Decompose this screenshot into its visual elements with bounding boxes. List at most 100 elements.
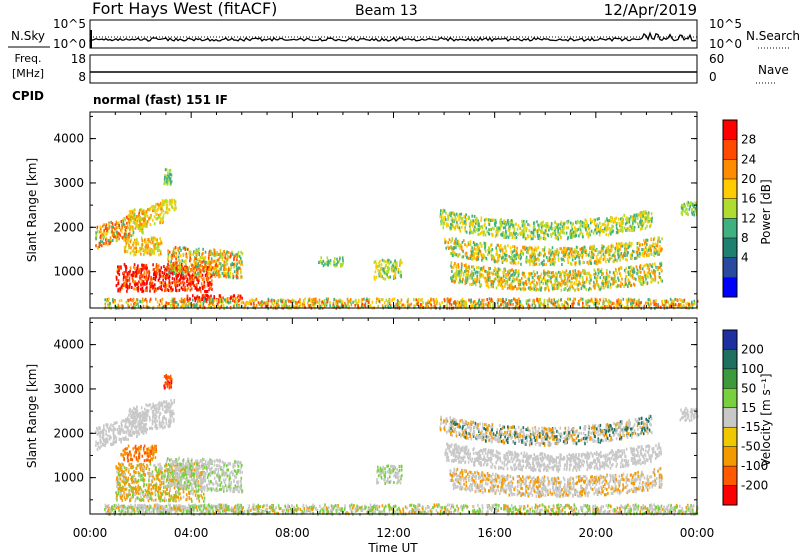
data-cell xyxy=(463,300,465,304)
data-cell xyxy=(581,232,584,236)
data-cell xyxy=(644,274,646,278)
data-cell xyxy=(454,305,457,309)
data-cell xyxy=(640,275,642,279)
data-cell xyxy=(197,266,199,270)
data-cell xyxy=(142,217,145,221)
data-cell xyxy=(208,263,211,267)
data-cell xyxy=(206,284,209,288)
data-cell xyxy=(553,287,555,291)
data-cell xyxy=(543,248,546,252)
data-cell xyxy=(99,230,101,234)
data-cell xyxy=(143,265,145,269)
data-cell xyxy=(461,248,463,252)
data-cell xyxy=(639,267,642,270)
data-cell xyxy=(456,225,459,229)
data-cell xyxy=(561,230,564,234)
data-cell xyxy=(674,303,677,307)
data-cell xyxy=(689,205,691,209)
data-cell xyxy=(175,257,177,261)
data-cell xyxy=(169,286,172,290)
data-cell xyxy=(135,272,138,276)
data-cell xyxy=(451,219,454,223)
data-cell xyxy=(450,211,453,215)
data-cell xyxy=(457,239,460,243)
data-cell xyxy=(605,250,608,254)
data-cell xyxy=(220,265,222,269)
data-cell xyxy=(194,299,197,303)
data-cell xyxy=(602,258,605,261)
data-cell xyxy=(610,255,613,258)
data-cell xyxy=(99,234,102,238)
data-cell xyxy=(647,214,650,218)
data-cell xyxy=(542,237,545,240)
data-cell xyxy=(595,224,597,228)
data-cell xyxy=(591,255,593,259)
data-cell xyxy=(636,216,639,220)
data-cell xyxy=(614,280,616,284)
data-cell xyxy=(173,208,176,212)
data-cell xyxy=(164,180,167,184)
data-cell xyxy=(115,236,117,239)
data-cell xyxy=(293,299,295,303)
data-cell xyxy=(210,297,213,301)
data-cell xyxy=(455,274,458,278)
data-cell xyxy=(386,260,388,264)
data-cell xyxy=(497,267,500,271)
data-cell xyxy=(523,228,525,232)
data-cell xyxy=(503,251,505,255)
data-cell xyxy=(171,276,174,280)
data-cell xyxy=(202,256,205,260)
data-cell xyxy=(335,304,338,308)
data-cell xyxy=(201,278,204,281)
data-cell xyxy=(696,299,699,303)
data-cell xyxy=(621,244,624,248)
scatter-region-14 xyxy=(103,297,699,310)
data-cell xyxy=(552,252,555,256)
data-cell xyxy=(512,255,514,259)
data-cell xyxy=(599,276,602,280)
data-cell xyxy=(639,220,641,224)
data-cell xyxy=(124,232,126,236)
data-cell xyxy=(605,284,607,288)
data-cell xyxy=(230,296,232,300)
data-cell xyxy=(165,277,167,281)
data-cell xyxy=(507,277,509,281)
data-cell xyxy=(560,288,563,292)
data-cell xyxy=(458,271,460,274)
data-cell xyxy=(174,261,176,265)
data-cell xyxy=(463,264,466,267)
data-cell xyxy=(185,262,187,266)
data-cell xyxy=(173,305,176,309)
data-cell xyxy=(520,262,522,266)
data-cell xyxy=(117,271,119,275)
data-cell xyxy=(168,250,171,254)
data-cell xyxy=(494,218,497,222)
data-cell xyxy=(363,297,365,301)
data-cell xyxy=(187,279,189,283)
data-cell xyxy=(641,267,644,271)
data-cell xyxy=(337,299,340,303)
data-cell xyxy=(469,274,472,278)
data-cell xyxy=(628,271,631,275)
data-cell xyxy=(595,227,598,231)
data-cell xyxy=(128,272,130,276)
data-cell xyxy=(454,241,457,245)
data-cell xyxy=(467,273,469,277)
data-cell xyxy=(173,280,176,284)
data-cell xyxy=(631,275,634,279)
data-cell xyxy=(186,283,189,287)
data-cell xyxy=(175,301,178,305)
data-cell xyxy=(237,271,239,275)
data-cell xyxy=(604,257,606,261)
data-cell xyxy=(174,280,176,284)
data-cell xyxy=(667,300,670,304)
data-cell xyxy=(225,267,228,271)
data-cell xyxy=(219,248,222,252)
data-cell xyxy=(154,242,156,246)
data-cell xyxy=(387,270,389,274)
data-cell xyxy=(565,269,568,273)
data-cell xyxy=(560,277,563,280)
data-cell xyxy=(236,255,238,259)
data-cell xyxy=(214,264,217,267)
data-cell xyxy=(120,266,122,270)
